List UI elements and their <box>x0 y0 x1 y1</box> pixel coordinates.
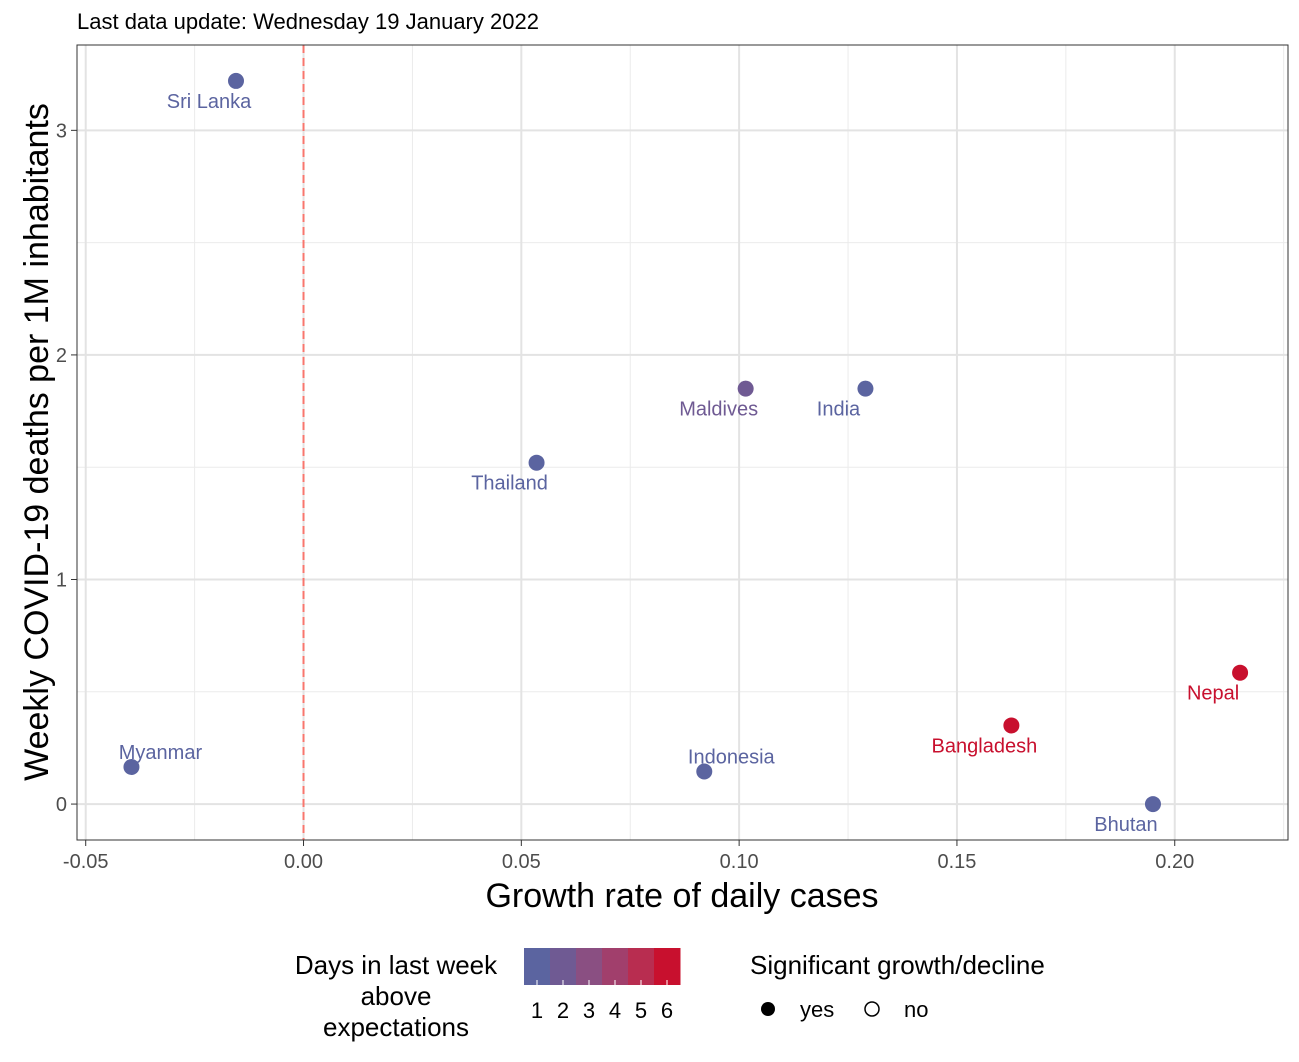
shape-legend-label: no <box>904 997 928 1022</box>
color-legend-label: 3 <box>583 998 595 1023</box>
x-axis-ticks: -0.05 0.00 0.05 0.10 0.15 0.20 <box>63 840 1194 873</box>
point-label: Thailand <box>471 473 548 495</box>
chart-subtitle: Last data update: Wednesday 19 January 2… <box>77 9 539 34</box>
data-point <box>227 72 244 89</box>
color-legend-label: 4 <box>609 998 621 1023</box>
data-points <box>123 72 1249 813</box>
grid-minor <box>77 45 1288 840</box>
color-legend-label: 2 <box>557 998 569 1023</box>
x-tick-label: 0.00 <box>284 851 323 873</box>
color-legend-swatch <box>628 948 655 985</box>
y-axis-title: Weekly COVID-19 deaths per 1M inhabitant… <box>18 103 56 781</box>
data-point <box>1003 717 1020 734</box>
color-legend-label: 1 <box>531 998 543 1023</box>
y-axis-ticks: 0 1 2 3 <box>56 120 77 816</box>
data-point <box>696 763 713 780</box>
x-tick-label: 0.05 <box>502 851 541 873</box>
color-legend-swatch <box>576 948 603 985</box>
point-label: Indonesia <box>688 747 776 769</box>
point-label: Myanmar <box>119 742 203 764</box>
shape-legend-key <box>761 1002 775 1016</box>
point-label: India <box>817 399 861 421</box>
y-tick-label: 1 <box>56 569 67 591</box>
data-point <box>528 454 545 471</box>
x-tick-label: 0.10 <box>720 851 759 873</box>
color-legend-swatch <box>550 948 577 985</box>
point-label: Maldives <box>679 399 758 421</box>
shape-legend-title: Significant growth/decline <box>750 950 1045 980</box>
shape-legend-key <box>864 1001 880 1017</box>
data-point <box>737 380 754 397</box>
x-tick-label: 0.15 <box>937 851 976 873</box>
point-label: Bangladesh <box>932 735 1038 757</box>
shape-legend: Significant growth/decline yes no <box>750 950 1045 1022</box>
point-labels: Sri Lanka Maldives India Thailand Nepal Bangl… <box>119 91 1239 836</box>
y-tick-label: 2 <box>56 345 67 367</box>
data-point <box>857 380 874 397</box>
color-legend-title-line: above <box>361 981 432 1011</box>
color-legend-swatch <box>654 948 681 985</box>
color-legend-label: 6 <box>661 998 673 1023</box>
color-legend-title-line: expectations <box>323 1012 469 1042</box>
point-label: Sri Lanka <box>167 91 252 113</box>
data-point <box>1232 664 1249 681</box>
y-tick-label: 0 <box>56 794 67 816</box>
plot-panel <box>77 45 1288 840</box>
point-label: Nepal <box>1187 683 1239 705</box>
data-point <box>1144 796 1161 813</box>
plot-border <box>76 44 1289 841</box>
color-legend-swatch <box>524 948 551 985</box>
y-tick-label: 3 <box>56 120 67 142</box>
x-axis-title: Growth rate of daily cases <box>485 877 878 915</box>
point-label: Bhutan <box>1094 814 1157 836</box>
x-tick-label: 0.20 <box>1155 851 1194 873</box>
color-legend-title-line: Days in last week <box>295 950 498 980</box>
x-tick-label: -0.05 <box>63 851 109 873</box>
color-legend-label: 5 <box>635 998 647 1023</box>
color-legend-swatch <box>602 948 629 985</box>
data-point <box>123 759 140 776</box>
shape-legend-label: yes <box>800 997 834 1022</box>
